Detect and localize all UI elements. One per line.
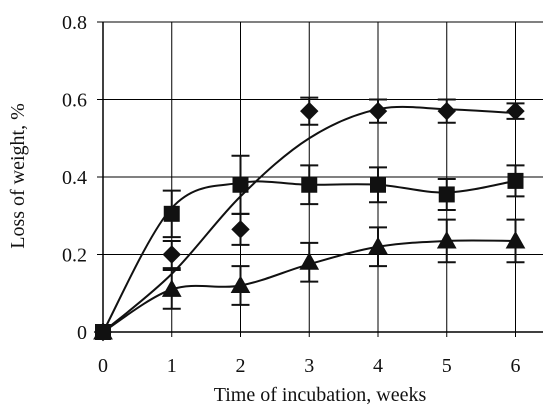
axes-layer [97,21,543,337]
tick-labels: 0 1 2 3 4 5 6 0 0.2 0.4 0.6 0.8 [62,12,521,377]
data-markers [93,101,526,342]
x-tick-label: 2 [236,355,246,377]
x-tick-label: 0 [98,355,108,377]
square-marker-s2-p6 [438,186,455,203]
triangle-marker-s3-p4 [299,252,320,270]
y-tick-label: 0 [77,322,87,344]
x-tick-label: 5 [442,355,452,377]
x-tick-label: 4 [373,355,383,377]
triangle-marker-s3-p7 [505,230,526,249]
x-axis-title: Time of incubation, weeks [214,384,427,406]
diamond-marker-s1-p5 [368,101,388,121]
y-axis-title: Loss of weight, % [7,103,29,249]
diamond-marker-s1-p7 [506,101,525,121]
triangle-marker-s3-p1 [93,321,113,340]
square-marker-s2-p3 [232,176,249,193]
x-tick-label: 6 [511,355,521,377]
diamond-marker-s1-p6 [437,101,456,121]
square-marker-s2-p2 [163,205,180,222]
square-marker-s2-p4 [301,176,318,193]
x-tick-label: 1 [167,355,177,377]
y-tick-label: 0.2 [62,245,87,267]
y-tick-label: 0.4 [62,167,87,189]
square-marker-s2-p7 [507,172,524,189]
error-bars [162,96,525,310]
y-tick-label: 0.8 [62,12,87,34]
triangle-marker-s3-p5 [368,236,388,255]
square-marker-s2-p5 [370,176,386,193]
triangle-marker-s3-p3 [230,275,251,294]
diamond-marker-s1-p2 [162,245,181,264]
triangle-marker-s3-p6 [436,230,457,249]
x-tick-label: 3 [304,355,314,377]
diamond-marker-s1-p3 [231,220,250,239]
triangle-marker-s3-p2 [161,279,182,297]
diamond-marker-s1-p4 [300,101,319,121]
y-tick-label: 0.6 [62,90,87,112]
